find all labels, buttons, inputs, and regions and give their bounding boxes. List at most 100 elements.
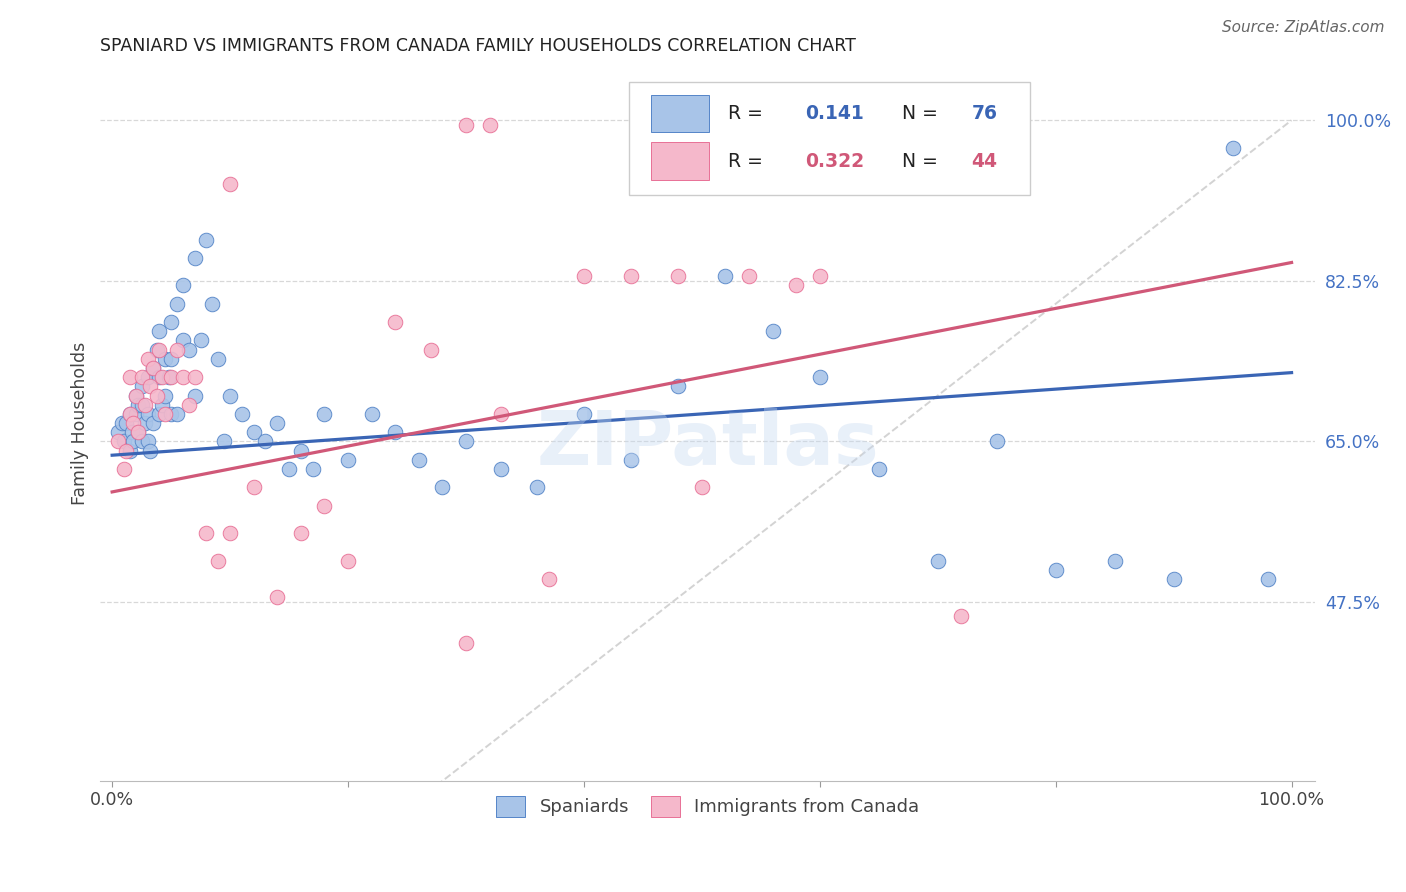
Point bbox=[927, 554, 949, 568]
Point bbox=[454, 434, 477, 449]
Point bbox=[118, 370, 141, 384]
Point bbox=[118, 407, 141, 421]
Point bbox=[201, 297, 224, 311]
Point bbox=[160, 370, 183, 384]
Point bbox=[454, 118, 477, 132]
Point bbox=[242, 480, 264, 494]
Point bbox=[278, 462, 301, 476]
Point bbox=[207, 351, 229, 366]
Point bbox=[572, 269, 595, 284]
Point bbox=[177, 398, 200, 412]
Text: 0.141: 0.141 bbox=[806, 104, 863, 123]
Point bbox=[127, 425, 149, 440]
Point bbox=[762, 324, 785, 338]
Point bbox=[808, 370, 831, 384]
Point bbox=[666, 379, 689, 393]
Point bbox=[1257, 572, 1279, 586]
Text: N =: N = bbox=[890, 104, 943, 123]
Point bbox=[620, 452, 643, 467]
Point bbox=[714, 269, 737, 284]
Point bbox=[127, 398, 149, 412]
Point bbox=[207, 554, 229, 568]
Text: Source: ZipAtlas.com: Source: ZipAtlas.com bbox=[1222, 20, 1385, 35]
Point bbox=[134, 398, 156, 412]
Point bbox=[112, 434, 135, 449]
Text: R =: R = bbox=[728, 152, 769, 170]
Point bbox=[121, 425, 143, 440]
Point bbox=[620, 269, 643, 284]
Point bbox=[384, 425, 406, 440]
Point bbox=[183, 251, 205, 265]
Point bbox=[950, 608, 973, 623]
Point bbox=[172, 278, 194, 293]
Text: 76: 76 bbox=[972, 104, 997, 123]
Point bbox=[738, 269, 761, 284]
Point bbox=[146, 343, 169, 357]
Point bbox=[131, 370, 153, 384]
Point bbox=[314, 499, 336, 513]
Point bbox=[1163, 572, 1185, 586]
Point bbox=[160, 315, 183, 329]
Point bbox=[155, 388, 177, 402]
Point bbox=[183, 388, 205, 402]
Point bbox=[231, 407, 253, 421]
Point bbox=[125, 407, 148, 421]
FancyBboxPatch shape bbox=[628, 82, 1029, 195]
Point bbox=[142, 361, 165, 376]
Point bbox=[266, 591, 288, 605]
Point bbox=[219, 178, 242, 192]
Point bbox=[491, 407, 513, 421]
Point bbox=[125, 388, 148, 402]
Point bbox=[526, 480, 548, 494]
Point bbox=[254, 434, 277, 449]
Legend: Spaniards, Immigrants from Canada: Spaniards, Immigrants from Canada bbox=[488, 787, 928, 826]
Point bbox=[537, 572, 560, 586]
Point bbox=[136, 407, 159, 421]
Point bbox=[384, 315, 406, 329]
Point bbox=[242, 425, 264, 440]
Point bbox=[290, 443, 312, 458]
Text: 0.322: 0.322 bbox=[806, 152, 865, 170]
Point bbox=[172, 334, 194, 348]
Point bbox=[337, 452, 360, 467]
Point bbox=[219, 526, 242, 541]
Point bbox=[122, 434, 145, 449]
Point bbox=[290, 526, 312, 541]
Point bbox=[314, 407, 336, 421]
Point bbox=[1045, 563, 1067, 577]
Point bbox=[1104, 554, 1126, 568]
Point bbox=[572, 407, 595, 421]
Text: 44: 44 bbox=[972, 152, 997, 170]
Point bbox=[868, 141, 890, 155]
Point bbox=[177, 343, 200, 357]
Point bbox=[454, 636, 477, 650]
Point bbox=[118, 443, 141, 458]
Point bbox=[134, 416, 156, 430]
Point bbox=[115, 416, 138, 430]
Point bbox=[139, 443, 162, 458]
FancyBboxPatch shape bbox=[651, 143, 709, 179]
Point bbox=[112, 462, 135, 476]
Point bbox=[301, 462, 323, 476]
Point bbox=[125, 388, 148, 402]
Point bbox=[148, 407, 170, 421]
Point bbox=[172, 370, 194, 384]
Point bbox=[131, 434, 153, 449]
Point bbox=[478, 118, 501, 132]
Point bbox=[136, 434, 159, 449]
Point bbox=[808, 269, 831, 284]
Point bbox=[195, 526, 218, 541]
Text: N =: N = bbox=[890, 152, 943, 170]
Text: R =: R = bbox=[728, 104, 769, 123]
Point bbox=[1222, 141, 1244, 155]
Point bbox=[166, 343, 188, 357]
Point bbox=[666, 269, 689, 284]
Point bbox=[212, 434, 235, 449]
Point bbox=[118, 407, 141, 421]
Point bbox=[131, 379, 153, 393]
Point bbox=[127, 425, 149, 440]
Point bbox=[107, 434, 129, 449]
Point bbox=[155, 407, 177, 421]
Point bbox=[150, 370, 173, 384]
Point bbox=[868, 462, 890, 476]
